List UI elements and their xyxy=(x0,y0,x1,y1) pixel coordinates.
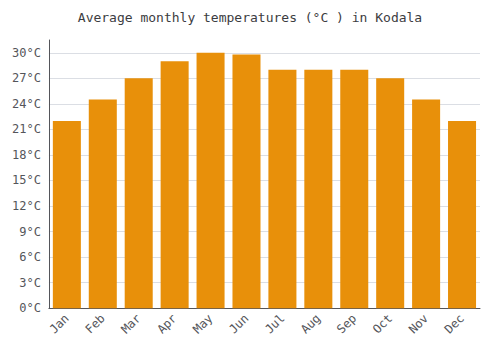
svg-text:Dec: Dec xyxy=(442,311,467,336)
svg-text:Feb: Feb xyxy=(83,311,108,336)
svg-text:27°C: 27°C xyxy=(12,71,41,85)
svg-text:Mar: Mar xyxy=(118,311,143,336)
svg-text:0°C: 0°C xyxy=(19,301,41,315)
svg-text:12°C: 12°C xyxy=(12,199,41,213)
svg-text:Jul: Jul xyxy=(262,311,287,336)
svg-text:21°C: 21°C xyxy=(12,122,41,136)
svg-text:Oct: Oct xyxy=(370,311,395,336)
svg-text:Aug: Aug xyxy=(298,311,323,336)
svg-text:May: May xyxy=(190,311,215,336)
svg-text:Apr: Apr xyxy=(154,311,179,336)
svg-text:Jun: Jun xyxy=(226,311,251,336)
svg-text:15°C: 15°C xyxy=(12,173,41,187)
svg-text:3°C: 3°C xyxy=(19,276,41,290)
svg-text:Jan: Jan xyxy=(47,311,72,336)
svg-text:Nov: Nov xyxy=(406,311,431,336)
svg-text:Average monthly temperatures (: Average monthly temperatures (°C ) in Ko… xyxy=(78,10,422,25)
svg-text:9°C: 9°C xyxy=(19,225,41,239)
svg-text:30°C: 30°C xyxy=(12,46,41,60)
svg-text:24°C: 24°C xyxy=(12,97,41,111)
svg-text:18°C: 18°C xyxy=(12,148,41,162)
svg-text:Sep: Sep xyxy=(334,311,359,336)
svg-text:6°C: 6°C xyxy=(19,250,41,264)
